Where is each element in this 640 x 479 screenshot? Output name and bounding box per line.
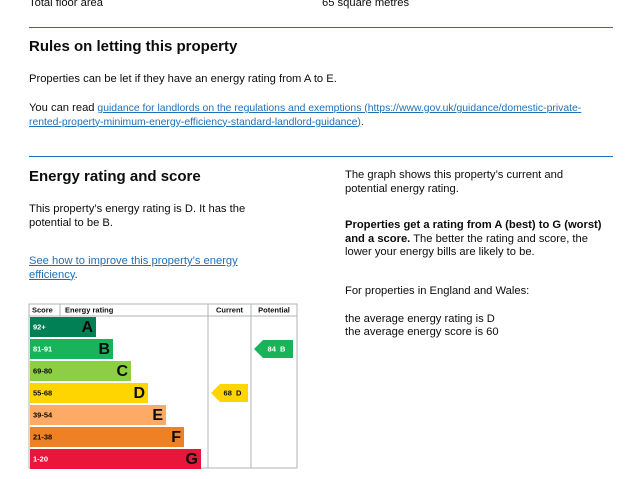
band-score: 81-91 — [33, 344, 52, 353]
band-letter: A — [81, 319, 93, 336]
graph-intro: The graph shows this property’s current … — [345, 169, 564, 195]
current-label: 68 D — [224, 388, 243, 397]
energy-text: This property’s energy rating is D. It h… — [29, 203, 246, 229]
guidance-prefix: You can read — [29, 102, 95, 114]
current-letter: D — [236, 388, 242, 397]
divider — [29, 156, 613, 157]
band-score: 69-80 — [33, 366, 52, 375]
potential-letter: B — [280, 344, 286, 353]
floor-area-label: Total floor area — [29, 0, 104, 9]
guidance-link[interactable]: guidance for landlords on the regulation… — [29, 103, 582, 128]
potential-score: 84 — [268, 344, 277, 353]
band-score: 55-68 — [33, 388, 52, 397]
band-letter: G — [186, 451, 198, 468]
header-rating: Energy rating — [65, 305, 114, 314]
guidance-suffix: . — [360, 116, 364, 128]
band-score: 1-20 — [33, 454, 48, 463]
improve-paragraph: See how to improve this property’s energ… — [29, 255, 269, 282]
guidance-paragraph: You can read guidance for landlords on t… — [29, 102, 599, 129]
average-rating: the average energy rating is D — [345, 313, 495, 325]
band-score: 39-54 — [33, 410, 53, 419]
improve-suffix: . — [74, 268, 78, 281]
band-bar — [30, 361, 131, 381]
band-bar — [30, 427, 184, 447]
energy-heading: Energy rating and score — [29, 168, 201, 185]
potential-arrow — [254, 340, 293, 358]
band-letter: F — [171, 429, 181, 446]
current-score: 68 — [224, 388, 232, 397]
rating-paragraph: Properties get a rating from A (best) to… — [345, 219, 615, 260]
letting-text: Properties can be let if they have an en… — [29, 73, 337, 85]
header-current: Current — [216, 305, 244, 314]
band-bar — [30, 383, 148, 403]
rating-bold: Properties get a rating from A (best) to… — [345, 219, 602, 245]
region: For properties in England and Wales: — [345, 285, 530, 297]
header-potential: Potential — [258, 305, 290, 314]
divider — [29, 27, 613, 28]
band-bar — [30, 339, 113, 359]
improve-link[interactable]: See how to improve this property’s energ… — [29, 255, 238, 281]
letting-heading: Rules on letting this property — [29, 38, 238, 55]
header-score: Score — [32, 305, 53, 314]
band-letter: C — [116, 363, 128, 380]
band-letter: B — [98, 341, 110, 358]
potential-label: 84 B — [268, 344, 287, 353]
rating-text: The better the rating and score, the low… — [345, 232, 588, 259]
band-letter: E — [152, 407, 163, 424]
band-bar — [30, 405, 166, 425]
band-score: 21-38 — [33, 432, 52, 441]
floor-area-value: 65 square metres — [322, 0, 410, 9]
band-letter: D — [133, 385, 145, 402]
current-arrow — [211, 384, 248, 402]
band-bar — [30, 449, 201, 469]
band-bar — [30, 317, 96, 337]
average-score: the average energy score is 60 — [345, 326, 499, 338]
band-score: 92+ — [33, 322, 46, 331]
